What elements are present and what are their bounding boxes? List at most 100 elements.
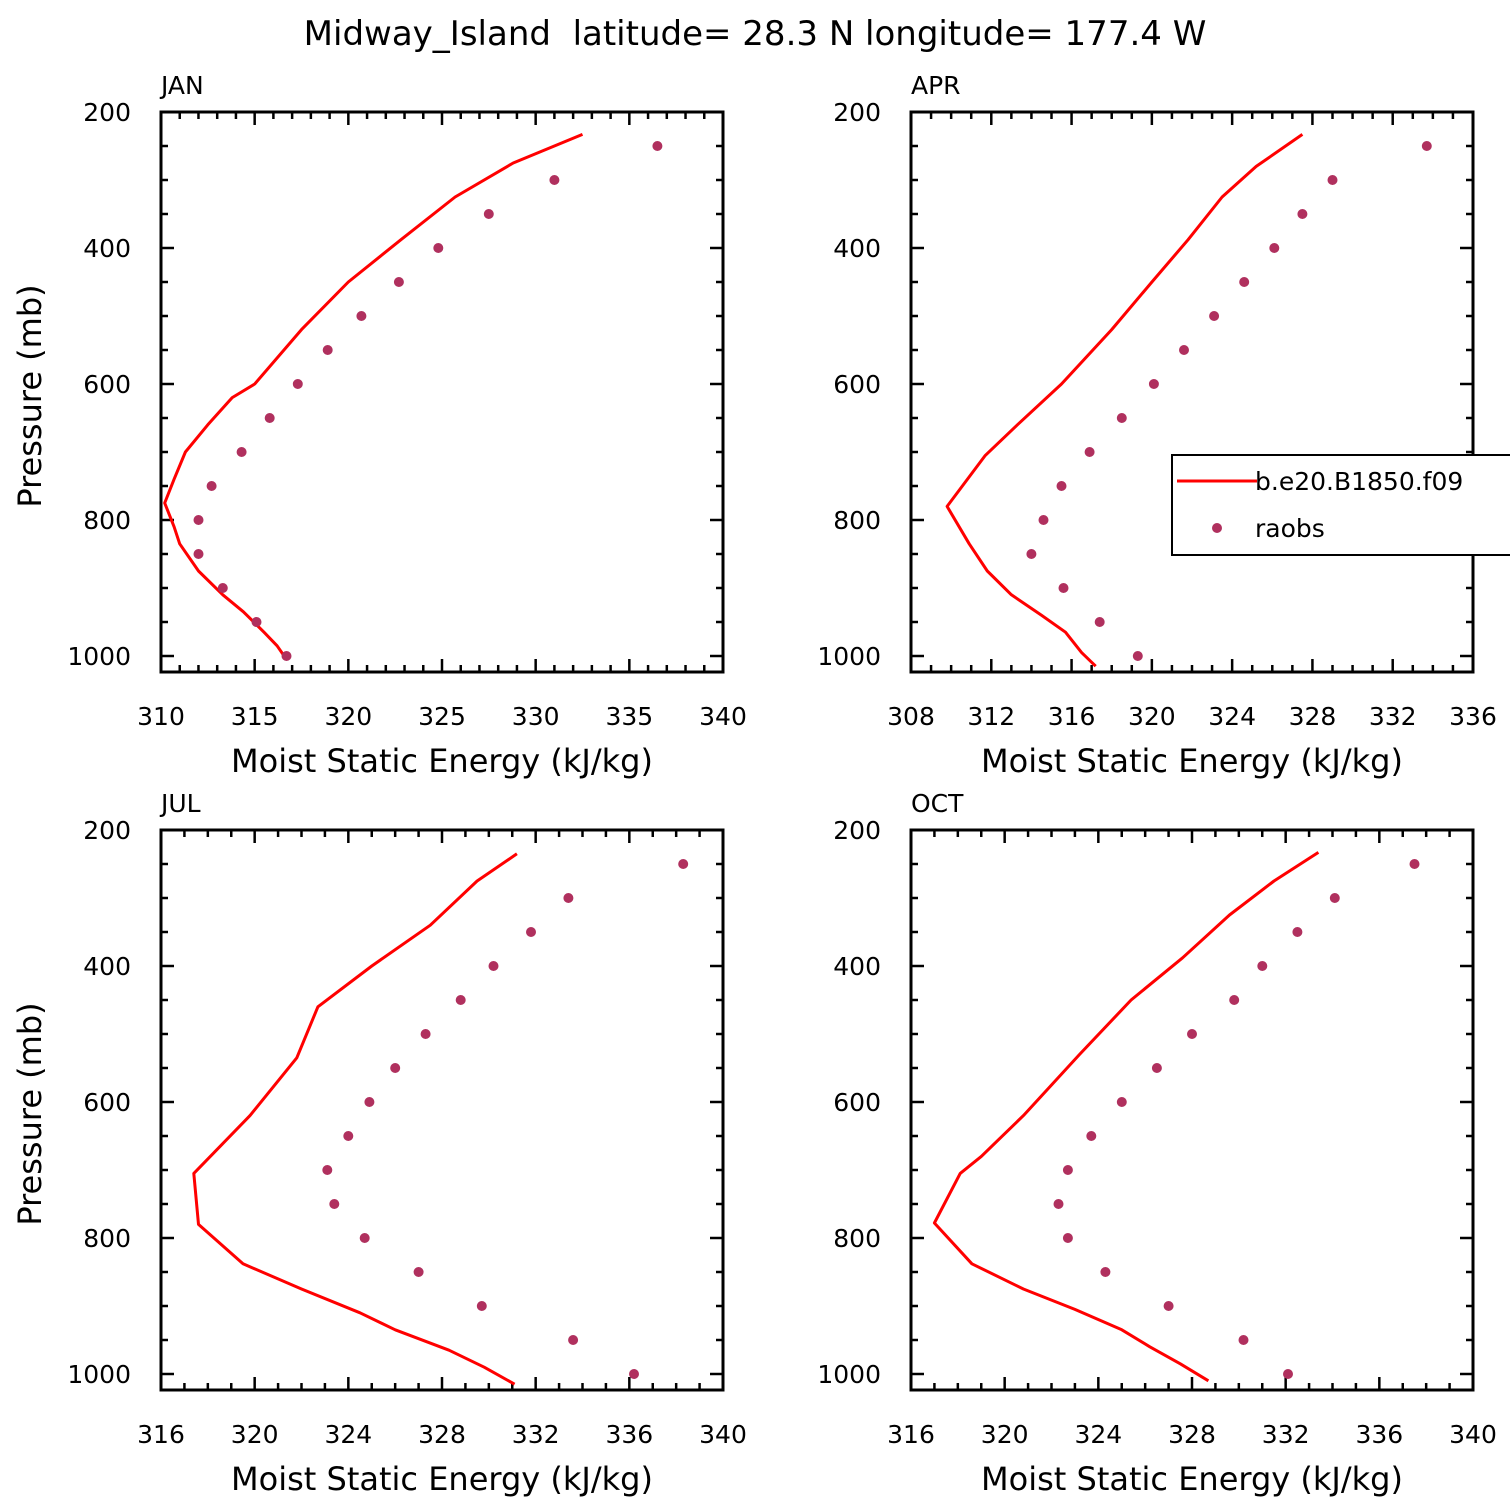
model-line-jan <box>163 133 584 661</box>
x-tick-label: 316 <box>137 1420 185 1449</box>
panel-label-oct: OCT <box>911 789 964 818</box>
raobs-point <box>322 1165 333 1175</box>
raobs-point <box>420 1029 431 1039</box>
raobs-point <box>1163 1301 1174 1311</box>
x-tick-label: 324 <box>324 1420 372 1449</box>
raobs-point <box>413 1267 424 1277</box>
raobs-point <box>206 481 217 491</box>
x-axis-title-apr: Moist Static Energy (kJ/kg) <box>981 742 1403 780</box>
raobs-point <box>217 583 228 593</box>
panel-label-jul: JUL <box>159 789 201 818</box>
x-tick-label: 315 <box>231 702 279 731</box>
raobs-point <box>281 651 292 661</box>
raobs-point <box>488 961 499 971</box>
raobs-point <box>455 995 466 1005</box>
raobs-point <box>1327 175 1338 185</box>
x-tick-label: 332 <box>1262 1420 1310 1449</box>
panel-jan: 200 400 600 800 1000 310 315 320 325 330 335 340 JAN… <box>11 71 747 780</box>
raobs-point <box>1283 1369 1293 1379</box>
raobs-point <box>1421 141 1432 151</box>
raobs-point <box>1187 1029 1197 1039</box>
raobs-point <box>1257 961 1268 971</box>
raobs-point <box>1297 209 1308 219</box>
raobs-point <box>390 1063 401 1073</box>
y-tick-label: 600 <box>83 370 131 399</box>
raobs-point <box>193 549 204 559</box>
x-tick-label: 328 <box>418 1420 466 1449</box>
raobs-point <box>1056 481 1067 491</box>
x-tick-label: 335 <box>605 702 653 731</box>
x-tick-label: 324 <box>1208 702 1256 731</box>
panels: 200 400 600 800 1000 310 315 320 325 330 335 340 JAN… <box>11 71 1497 1498</box>
raobs-point <box>1239 277 1250 287</box>
raobs-point <box>1409 859 1420 869</box>
x-tick-label: 336 <box>1355 1420 1403 1449</box>
model-line-oct <box>932 851 1320 1383</box>
raobs-point <box>1086 1131 1097 1141</box>
raobs-point <box>476 1301 487 1311</box>
raobs-point <box>1209 311 1220 321</box>
raobs-point <box>1329 893 1340 903</box>
x-tick-label: 328 <box>1168 1420 1216 1449</box>
raobs-point <box>1084 447 1095 457</box>
y-tick-label: 800 <box>83 1224 131 1253</box>
raobs-point <box>549 175 560 185</box>
x-tick-label: 316 <box>1048 702 1096 731</box>
raobs-point <box>359 1233 370 1243</box>
x-tick-label: 324 <box>1074 1420 1122 1449</box>
legend: b.e20.B1850.f09 raobs <box>1171 454 1510 556</box>
x-axis-title-jul: Moist Static Energy (kJ/kg) <box>231 1460 653 1498</box>
raobs-point <box>264 413 275 423</box>
panel-label-jan: JAN <box>159 71 204 100</box>
raobs-point <box>1151 1063 1162 1073</box>
raobs-point <box>1094 617 1105 627</box>
x-tick-label: 328 <box>1289 702 1337 731</box>
x-tick-label: 332 <box>512 1420 560 1449</box>
raobs-point <box>364 1097 375 1107</box>
x-tick-label: 310 <box>137 702 185 731</box>
raobs-point <box>1229 995 1240 1005</box>
y-tick-label: 1000 <box>67 642 131 671</box>
raobs-point <box>1132 651 1143 661</box>
y-axis-title-jul: Pressure (mb) <box>11 1002 49 1225</box>
y-tick-label: 200 <box>833 98 881 127</box>
raobs-point <box>652 141 663 151</box>
x-tick-label: 336 <box>605 1420 653 1449</box>
y-tick-label: 800 <box>83 506 131 535</box>
plot-frame-jan <box>159 110 725 674</box>
raobs-point <box>1038 515 1049 525</box>
x-axis-title-oct: Moist Static Energy (kJ/kg) <box>981 1460 1403 1498</box>
y-tick-label: 1000 <box>817 642 881 671</box>
raobs-point <box>1062 1233 1073 1243</box>
x-tick-label: 320 <box>231 1420 279 1449</box>
y-tick-label: 400 <box>83 952 131 981</box>
raobs-point <box>678 859 689 869</box>
raobs-point <box>343 1131 354 1141</box>
y-tick-label: 1000 <box>67 1360 131 1389</box>
panel-oct: 200 400 600 800 1000 316 320 324 328 332 336 340 OCT… <box>817 789 1496 1498</box>
y-tick-label: 400 <box>83 234 131 263</box>
raobs-point <box>356 311 367 321</box>
panel-jul: 200 400 600 800 1000 316 320 324 328 332 336 340 JUL… <box>11 789 747 1498</box>
raobs-point <box>433 243 444 253</box>
raobs-point <box>629 1369 639 1379</box>
raobs-point <box>1148 379 1159 389</box>
model-line-jul <box>192 852 518 1386</box>
raobs-point <box>568 1335 579 1345</box>
y-tick-label: 1000 <box>817 1360 881 1389</box>
x-tick-label: 320 <box>981 1420 1029 1449</box>
raobs-point <box>329 1199 340 1209</box>
raobs-point <box>1116 1097 1127 1107</box>
x-tick-label: 312 <box>967 702 1015 731</box>
raobs-point <box>526 927 536 937</box>
x-tick-label: 316 <box>887 1420 935 1449</box>
panel-label-apr: APR <box>911 71 961 100</box>
y-tick-label: 400 <box>833 234 881 263</box>
y-tick-label: 200 <box>83 816 131 845</box>
x-tick-label: 340 <box>699 702 747 731</box>
legend-box <box>1171 454 1510 556</box>
y-tick-label: 200 <box>83 98 131 127</box>
y-tick-label: 400 <box>833 952 881 981</box>
y-tick-label: 600 <box>833 370 881 399</box>
